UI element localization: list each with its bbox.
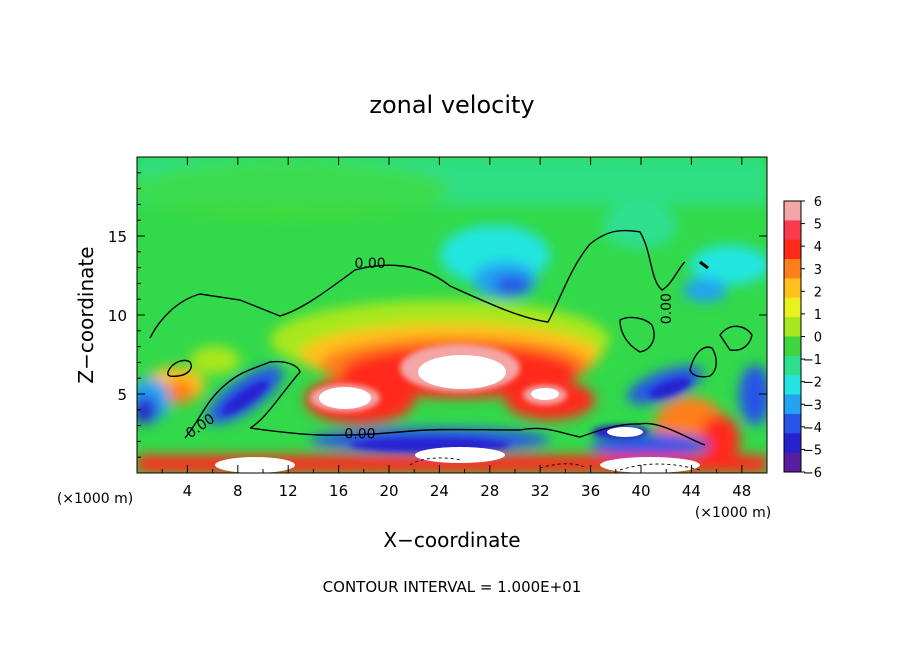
chart-title: zonal velocity	[369, 91, 534, 119]
colorbar-swatch	[784, 355, 801, 376]
x-tick-label: 8	[233, 482, 243, 500]
colorbar-tick-label: 0	[814, 331, 822, 346]
contour-interval-note: CONTOUR INTERVAL = 1.000E+01	[323, 578, 582, 596]
x-axis-ticks: 4 8 12 16 20 24 28 32 36 40 44 48	[161, 157, 751, 500]
x-tick-label: 20	[379, 482, 398, 500]
colorbar-tick-label: −1	[803, 353, 822, 368]
x-axis-label: X−coordinate	[383, 528, 520, 552]
y-tick-label: 5	[117, 386, 127, 404]
y-tick-label: 10	[108, 307, 127, 325]
y-axis-label: Z−coordinate	[74, 246, 98, 383]
x-tick-label: 4	[183, 482, 193, 500]
contour-label: 0.00	[344, 427, 375, 443]
colorbar-swatch	[784, 278, 801, 299]
x-tick-label: 32	[531, 482, 550, 500]
colorbar-swatch	[784, 259, 801, 279]
colorbar-swatch	[784, 394, 801, 415]
colorbar: 6 5 4 3 2 1 0 −1 −2 −3 −4 −5 −6	[783, 195, 822, 481]
y-tick-label: 15	[108, 228, 127, 246]
colorbar-swatch	[784, 201, 801, 221]
x-tick-label: 48	[732, 482, 751, 500]
x-unit-label-right: (×1000 m)	[695, 505, 771, 521]
colorbar-tick-label: 3	[814, 263, 822, 278]
x-tick-label: 40	[631, 482, 650, 500]
colorbar-swatch	[784, 317, 801, 337]
x-tick-label: 28	[480, 482, 499, 500]
x-tick-label: 16	[329, 482, 348, 500]
x-tick-label: 36	[581, 482, 600, 500]
x-tick-label: 24	[430, 482, 449, 500]
colorbar-tick-label: 2	[814, 285, 822, 300]
colorbar-swatch	[784, 433, 801, 454]
contour-label: 0.00	[659, 293, 675, 324]
colorbar-tick-label: −6	[803, 466, 822, 481]
colorbar-swatch	[784, 375, 801, 396]
x-tick-label: 12	[279, 482, 298, 500]
colorbar-swatch	[784, 297, 801, 318]
y-axis-ticks: 5 10 15	[108, 172, 767, 458]
x-tick-label: 44	[682, 482, 701, 500]
colorbar-swatch	[784, 336, 801, 357]
colorbar-swatch	[784, 452, 801, 473]
colorbar-tick-label: 6	[814, 195, 822, 210]
zero-contours	[149, 229, 753, 446]
colorbar-tick-label: 5	[814, 218, 822, 233]
colorbar-swatch	[784, 239, 801, 260]
colorbar-swatch	[784, 220, 801, 241]
colorbar-tick-label: 1	[814, 308, 822, 323]
colorbar-swatch	[784, 413, 801, 434]
colorbar-tick-label: −2	[803, 376, 822, 391]
contour-label: 0.00	[355, 256, 386, 272]
colorbar-tick-label: −3	[803, 398, 822, 413]
colorbar-tick-label: −4	[803, 421, 822, 436]
x-unit-label-left: (×1000 m)	[57, 491, 133, 507]
colorbar-tick-label: −5	[803, 443, 822, 458]
velocity-field	[137, 157, 767, 473]
colorbar-tick-label: 4	[814, 240, 822, 255]
